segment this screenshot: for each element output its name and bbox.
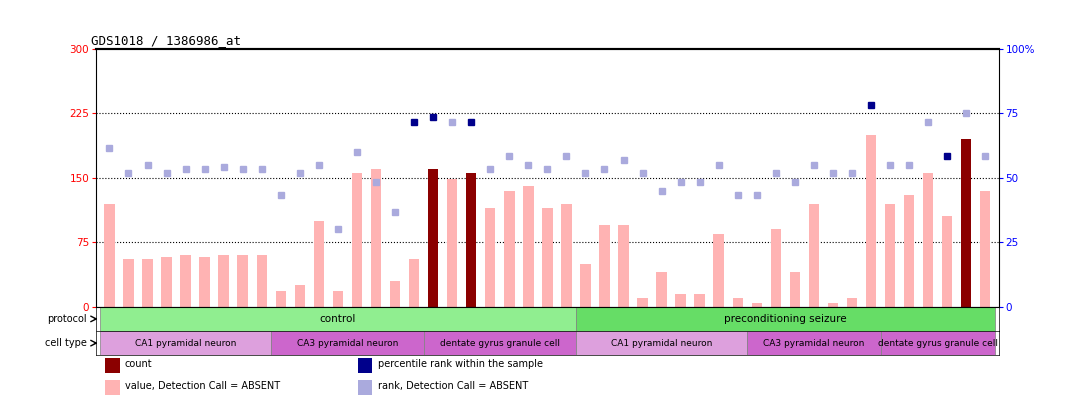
Bar (657, 273, 666, 307)
Text: protocol: protocol (47, 314, 88, 324)
Text: percentile rank within the sample: percentile rank within the sample (378, 359, 543, 369)
Bar (880, 331, 994, 355)
Text: rank, Detection Call = ABSENT: rank, Detection Call = ABSENT (378, 382, 528, 391)
Bar (847, 298, 858, 307)
Bar (100, 307, 576, 331)
Bar (256, 255, 267, 307)
Bar (105, 380, 120, 394)
Bar (884, 204, 895, 307)
Bar (942, 216, 953, 307)
Text: CA3 pyramidal neuron: CA3 pyramidal neuron (297, 339, 398, 347)
Bar (980, 191, 990, 307)
Bar (504, 191, 515, 307)
Text: CA3 pyramidal neuron: CA3 pyramidal neuron (764, 339, 865, 347)
Bar (866, 135, 876, 307)
Bar (748, 331, 880, 355)
Bar (180, 255, 191, 307)
Text: preconditioning seizure: preconditioning seizure (724, 314, 847, 324)
Bar (561, 204, 571, 307)
Bar (446, 179, 457, 307)
Bar (424, 331, 576, 355)
Bar (828, 303, 838, 307)
Bar (358, 358, 373, 373)
Bar (237, 255, 248, 307)
Bar (428, 169, 438, 307)
Bar (351, 173, 362, 307)
Bar (771, 229, 781, 307)
Bar (123, 260, 134, 307)
Bar (576, 331, 748, 355)
Text: count: count (125, 359, 153, 369)
Bar (618, 225, 629, 307)
Bar (808, 204, 819, 307)
Bar (219, 255, 229, 307)
Bar (142, 260, 153, 307)
Bar (333, 291, 343, 307)
Bar (390, 281, 400, 307)
Bar (100, 331, 271, 355)
Bar (733, 298, 743, 307)
Bar (713, 234, 724, 307)
Bar (314, 221, 324, 307)
Bar (271, 331, 424, 355)
Bar (295, 285, 305, 307)
Bar (358, 380, 373, 394)
Bar (675, 294, 686, 307)
Bar (466, 173, 476, 307)
Bar (276, 291, 286, 307)
Text: cell type: cell type (45, 338, 88, 348)
Text: dentate gyrus granule cell: dentate gyrus granule cell (878, 339, 998, 347)
Bar (543, 208, 552, 307)
Bar (371, 169, 381, 307)
Bar (789, 273, 800, 307)
Text: GDS1018 / 1386986_at: GDS1018 / 1386986_at (91, 34, 240, 47)
Text: CA1 pyramidal neuron: CA1 pyramidal neuron (611, 339, 712, 347)
Bar (961, 139, 972, 307)
Bar (638, 298, 648, 307)
Bar (576, 307, 994, 331)
Bar (105, 358, 120, 373)
Bar (599, 225, 610, 307)
Bar (752, 303, 761, 307)
Bar (904, 195, 914, 307)
Bar (409, 260, 420, 307)
Bar (923, 173, 933, 307)
Text: control: control (319, 314, 356, 324)
Text: dentate gyrus granule cell: dentate gyrus granule cell (440, 339, 560, 347)
Bar (200, 257, 210, 307)
Bar (523, 186, 534, 307)
Bar (161, 257, 172, 307)
Bar (580, 264, 591, 307)
Bar (105, 204, 114, 307)
Bar (485, 208, 496, 307)
Text: CA1 pyramidal neuron: CA1 pyramidal neuron (135, 339, 236, 347)
Bar (694, 294, 705, 307)
Text: value, Detection Call = ABSENT: value, Detection Call = ABSENT (125, 382, 280, 391)
